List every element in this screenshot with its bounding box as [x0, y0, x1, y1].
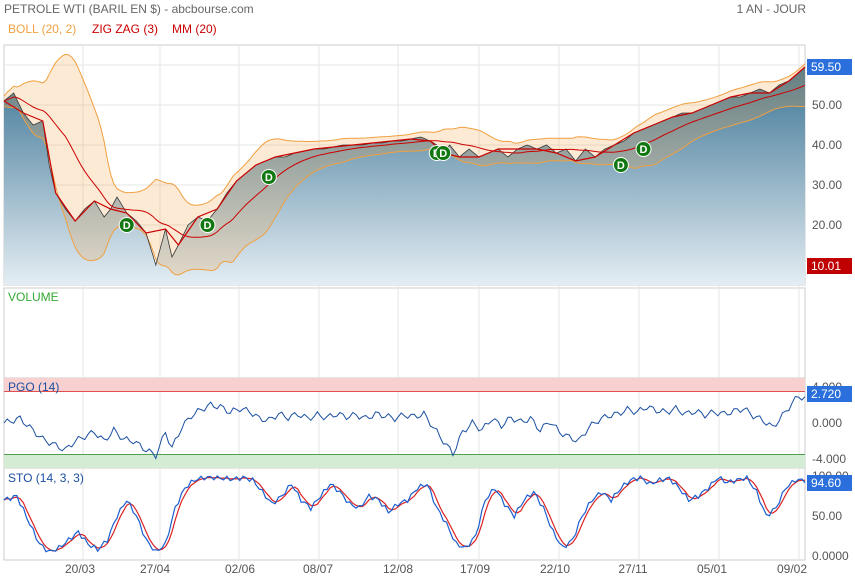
pgo-label: PGO (14) [8, 380, 59, 394]
pgo-line [3, 395, 806, 460]
x-tick-label: 02/06 [225, 562, 255, 576]
y-tick-label: 20.00 [812, 218, 842, 232]
pgo-oversold-zone [4, 454, 805, 468]
sto-label: STO (14, 3, 3) [8, 471, 84, 485]
x-tick-label: 27/11 [618, 562, 647, 576]
pgo-y-tick: 0.000 [812, 416, 842, 430]
low-price-badge: 10.01 [811, 259, 841, 273]
marker-label: D [123, 220, 131, 232]
pgo-overbought-zone [4, 378, 805, 392]
y-tick-label: 40.00 [812, 138, 842, 152]
last-price-badge: 59.50 [811, 60, 841, 74]
marker-circle [118, 217, 135, 233]
y-tick-label: 50.00 [812, 98, 842, 112]
sto-y-tick: 0.0000 [812, 549, 849, 563]
pgo-y-tick: -4.000 [812, 452, 846, 466]
dividend-marker: D [118, 217, 135, 233]
x-tick-label: 22/10 [540, 562, 570, 576]
dividend-marker: D [612, 157, 629, 173]
marker-label: D [617, 160, 625, 172]
sto-panel [3, 467, 806, 561]
bollinger-upper [3, 53, 806, 206]
x-tick-label: 12/08 [383, 562, 413, 576]
volume-label: VOLUME [8, 290, 59, 304]
marker-circle [612, 157, 629, 173]
volume-panel [3, 287, 806, 379]
period-label[interactable]: 1 AN - JOUR [736, 2, 806, 16]
legend-item: MM (20) [172, 22, 217, 36]
pgo-last-badge: 2.720 [811, 387, 841, 401]
zigzag-line [3, 66, 806, 247]
bollinger-lower [3, 105, 806, 276]
sto-y-tick: 50.00 [812, 509, 842, 523]
sto-last-badge: 94.60 [811, 476, 841, 490]
x-tick-label: 20/03 [65, 562, 95, 576]
x-tick-label: 08/07 [303, 562, 333, 576]
y-tick-label: 30.00 [812, 178, 842, 192]
dividend-marker: D [435, 145, 452, 161]
last-price-badge-bg [807, 59, 852, 75]
sto-d-line [3, 476, 806, 552]
x-tick-label: 27/04 [140, 562, 170, 576]
dividend-marker: D [199, 217, 216, 233]
legend-item: ZIG ZAG (3) [92, 22, 158, 36]
marker-circle [635, 141, 652, 157]
marker-label: D [439, 148, 447, 160]
x-tick-label: 05/01 [697, 562, 727, 576]
legend-item: BOLL (20, 2) [8, 22, 76, 36]
marker-label: D [204, 220, 212, 232]
sto-last-badge-bg [807, 475, 852, 491]
mm-line [3, 84, 806, 238]
marker-label: D [265, 172, 273, 184]
x-tick-label: 17/09 [460, 562, 490, 576]
pgo-last-badge-bg [807, 386, 852, 402]
x-tick-label: 09/02 [777, 562, 807, 576]
marker-circle [260, 169, 277, 185]
marker-circle [199, 217, 216, 233]
marker-circle [435, 145, 452, 161]
dividend-marker: D [635, 141, 652, 157]
pgo-panel [3, 377, 806, 469]
low-price-badge-bg [807, 258, 852, 274]
dividend-marker: D [260, 169, 277, 185]
chart-title: PETROLE WTI (BARIL EN $) - abcbourse.com [4, 2, 254, 16]
marker-label: D [640, 144, 648, 156]
sto-k-line [3, 474, 806, 553]
